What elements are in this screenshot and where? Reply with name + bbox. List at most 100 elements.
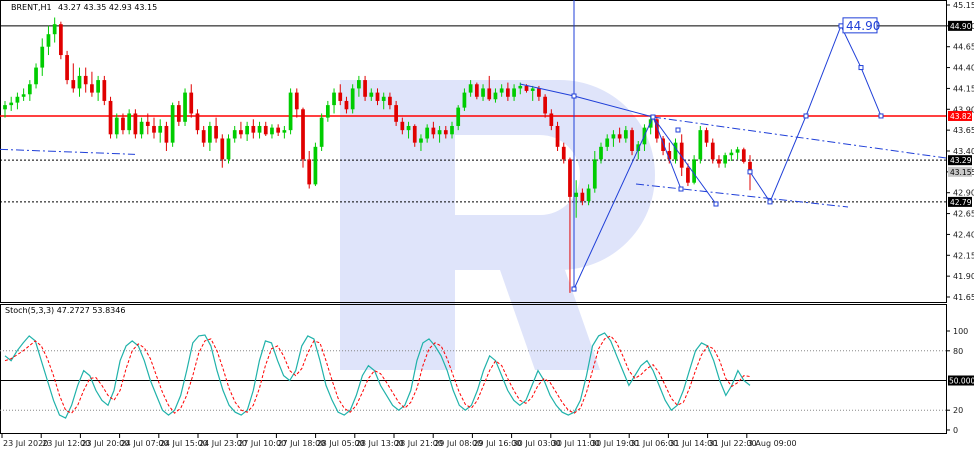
candle-body	[307, 159, 312, 185]
candle-body	[276, 127, 281, 133]
candle-body	[114, 117, 119, 135]
candle-body	[133, 113, 138, 135]
candle-body	[723, 155, 728, 164]
candle-body	[462, 92, 467, 108]
candle-body	[170, 105, 175, 143]
pattern-point	[571, 286, 577, 292]
candle-body	[294, 92, 299, 110]
candle-body	[499, 88, 504, 93]
candle-body	[617, 134, 622, 139]
price-tag-box	[948, 110, 972, 121]
candle-body	[450, 125, 454, 135]
candle-body	[83, 75, 88, 85]
candle-body	[574, 192, 579, 197]
candle-body	[667, 151, 672, 160]
candle-body	[195, 113, 200, 131]
candle-body	[468, 84, 473, 93]
candle-body	[152, 125, 156, 133]
candle-body	[15, 96, 20, 103]
candle-body	[661, 138, 665, 151]
oscillator-pane[interactable]	[0, 304, 947, 434]
forecast-drawings: 44.90	[0, 0, 947, 292]
candle-body	[201, 130, 206, 143]
candle-body	[561, 146, 566, 160]
candle-body	[729, 152, 734, 156]
price-tick-label: 43.90	[953, 105, 974, 114]
price-tick-label: 44.15	[953, 84, 974, 93]
time-tick-label: 31 Jul 06:00	[630, 439, 678, 448]
pattern-point	[713, 201, 719, 207]
candle-body	[692, 159, 696, 183]
candle-body	[623, 130, 628, 139]
osc-tag-box	[948, 375, 974, 386]
candle-body	[158, 125, 163, 133]
osc-tag: 50.0000	[949, 377, 974, 386]
candle-body	[34, 67, 38, 85]
candle-body	[419, 138, 423, 143]
watermark-logo	[340, 80, 655, 370]
chart-header: BRENT,H1	[11, 3, 52, 12]
candle-body	[400, 121, 405, 131]
candle-body	[127, 113, 132, 131]
candle-body	[282, 130, 287, 133]
candle-body	[3, 105, 7, 110]
candle-body	[592, 159, 597, 189]
candle-body	[698, 130, 703, 160]
candle-body	[350, 88, 355, 110]
pattern-upper-line	[573, 95, 654, 118]
time-tick-label: 31 Jul 22:00	[709, 439, 757, 448]
candle-body	[77, 75, 82, 89]
price-tag: 42.79	[950, 198, 972, 207]
time-tick-label: 27 Jul 18:00	[277, 439, 325, 448]
candle-body	[506, 88, 510, 97]
candle-body	[710, 142, 715, 160]
price-tick-label: 45.15	[953, 1, 974, 10]
candle-body	[96, 80, 100, 93]
candle-body	[599, 146, 603, 160]
forecast-point	[838, 23, 844, 29]
candle-body	[239, 130, 243, 135]
price-tag-box	[948, 155, 972, 166]
candle-body	[524, 85, 529, 91]
candle-body	[605, 138, 610, 147]
time-tick-label: 28 Jul 21:00	[395, 439, 443, 448]
candle-body	[586, 188, 591, 202]
price-tag: 43.82	[950, 112, 972, 121]
candle-body	[9, 102, 14, 106]
price-tick-label: 41.90	[953, 272, 974, 281]
candle-body	[65, 55, 69, 81]
candle-body	[257, 125, 262, 133]
time-tick-label: 3 Aug 09:00	[748, 439, 797, 448]
candle-body	[176, 105, 181, 122]
forecast-point	[878, 113, 884, 119]
candle-body	[518, 85, 523, 89]
candle-body	[46, 34, 51, 47]
candle-body	[325, 105, 330, 118]
candle-body	[580, 192, 585, 202]
pattern-point	[678, 186, 684, 192]
price-tag: 44.90	[950, 22, 972, 31]
candle-body	[686, 167, 690, 183]
candle-body	[164, 125, 169, 143]
time-tick-label: 23 Jul 12:00	[42, 439, 90, 448]
candle-body	[332, 92, 336, 106]
candle-body	[102, 80, 107, 101]
channel-lower-line	[635, 183, 849, 208]
candle-body	[425, 127, 430, 139]
price-tag-box	[948, 196, 972, 207]
candle-body	[741, 149, 746, 162]
forecast-path	[749, 24, 882, 203]
candle-body	[40, 46, 45, 68]
candle-body	[474, 84, 479, 97]
candle-body	[226, 138, 231, 160]
candle-body	[543, 96, 547, 114]
candle-body	[748, 161, 752, 172]
candle-body	[530, 88, 535, 91]
candle-body	[301, 109, 305, 160]
price-tick-label: 43.40	[953, 147, 974, 156]
candle-body	[208, 125, 212, 143]
forecast-point	[803, 113, 809, 119]
pattern-inner-line	[652, 116, 682, 190]
candle-body	[251, 125, 256, 133]
candle-body	[381, 96, 386, 101]
